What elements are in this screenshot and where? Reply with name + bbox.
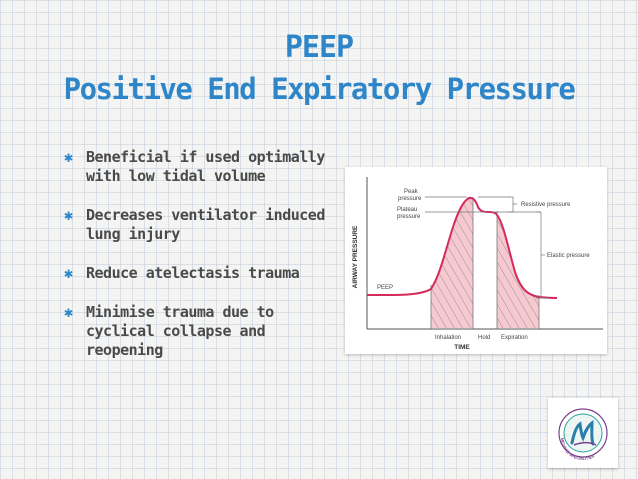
inhalation-area <box>431 198 473 328</box>
hold-label: Hold <box>478 335 490 341</box>
annotation-lines <box>425 196 549 299</box>
expiration-label: Expiration <box>501 335 528 341</box>
expiration-area <box>497 215 539 328</box>
asterisk-icon: ✱ <box>64 264 73 282</box>
x-axis-label: TIME <box>454 344 470 351</box>
bullet-item: ✱ Minimise trauma due to cyclical collap… <box>64 303 334 360</box>
inhalation-label: Inhalation <box>435 335 461 341</box>
slide-title-line2: Positive End Expiratory Pressure <box>63 72 576 106</box>
bullet-list: ✱ Beneficial if used optimally with low … <box>64 148 334 380</box>
bullet-item: ✱ Reduce atelectasis trauma <box>64 264 334 283</box>
asterisk-icon: ✱ <box>64 303 73 321</box>
m-logo-icon: MEDITAB SPECIALITIES <box>558 408 608 461</box>
peep-label: PEEP <box>377 285 393 291</box>
bullet-text: Minimise trauma due to cyclical collapse… <box>86 303 274 359</box>
slide-title-line1: PEEP <box>284 30 354 65</box>
plateau-label: Plateau pressure <box>397 207 421 220</box>
pressure-time-diagram: AIRWAY PRESSURE TIME Peak pressure Plate… <box>345 167 607 354</box>
bullet-item: ✱ Beneficial if used optimally with low … <box>64 148 334 186</box>
asterisk-icon: ✱ <box>64 148 73 166</box>
pressure-curve-svg: AIRWAY PRESSURE TIME Peak pressure Plate… <box>352 177 603 351</box>
logo: MEDITAB SPECIALITIES <box>548 398 618 468</box>
bullet-text: Reduce atelectasis trauma <box>86 264 300 282</box>
bullet-text: Beneficial if used optimally with low ti… <box>86 148 325 185</box>
elastic-label: Elastic pressure <box>547 253 590 259</box>
pressure-curve <box>367 196 558 299</box>
peak-label: Peak pressure <box>398 189 422 202</box>
asterisk-icon: ✱ <box>64 206 73 224</box>
bullet-item: ✱ Decreases ventilator induced lung inju… <box>64 206 334 244</box>
resistive-label: Resistive pressure <box>521 202 571 208</box>
y-axis-label: AIRWAY PRESSURE <box>352 225 359 288</box>
bullet-text: Decreases ventilator induced lung injury <box>86 206 325 243</box>
